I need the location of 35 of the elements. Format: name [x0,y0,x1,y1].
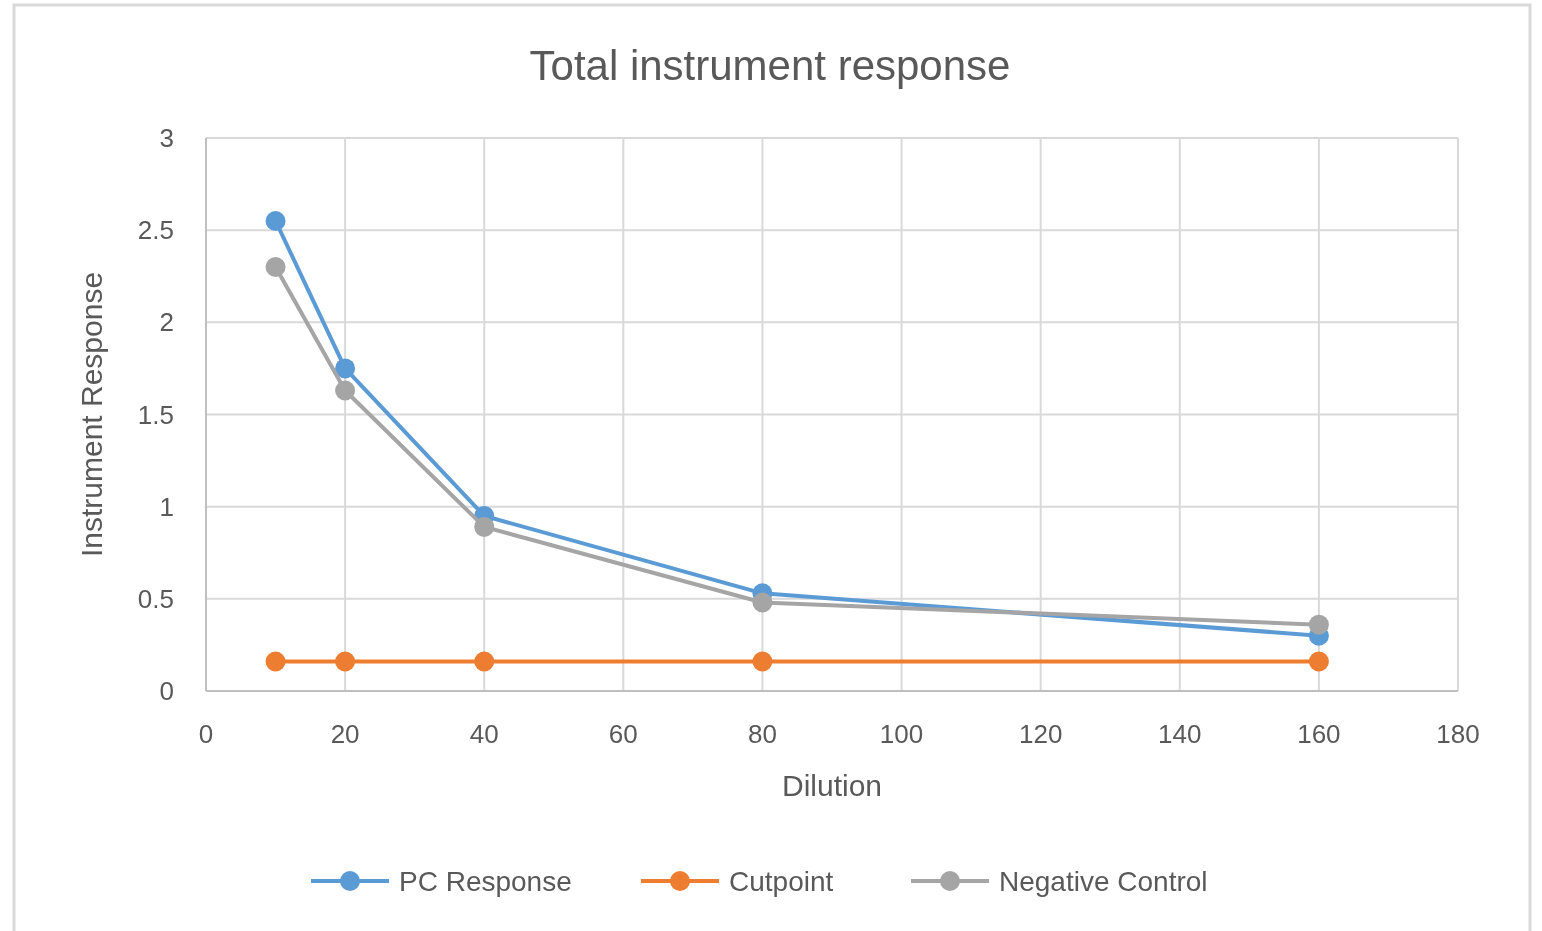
x-tick-label: 160 [1297,719,1341,749]
legend-label: Cutpoint [729,865,834,897]
x-tick-label: 0 [198,719,214,749]
y-tick-label: 0 [159,676,174,707]
x-tick-label: 180 [1436,719,1480,749]
y-tick-label: 3 [159,123,174,154]
x-tick-label: 60 [608,719,638,749]
x-tick-label: 20 [330,719,360,749]
point [474,516,495,537]
x-tick-label: 120 [1018,719,1063,749]
point [335,358,356,379]
point [1308,614,1329,635]
x-tick-label: 140 [1158,719,1202,749]
point [335,380,356,401]
point [265,210,286,231]
point [752,592,773,613]
legend-label: PC Response [399,865,572,897]
x-axis-title: Dilution [781,769,883,802]
x-tick-label: 80 [747,719,777,749]
point [1308,651,1329,672]
point [335,651,356,672]
y-tick-label: 2.5 [137,215,174,246]
point [474,651,495,672]
x-tick-label: 100 [879,719,924,749]
y-tick-label: 1 [159,491,174,522]
x-tick-label: 40 [469,719,499,749]
legend-label: Negative Control [999,865,1208,897]
point [265,651,286,672]
y-tick-label: 1.5 [137,399,174,430]
y-axis-title: Instrument Response [75,271,108,558]
chart-title: Total instrument response [529,42,1011,89]
point [752,651,773,672]
point [265,257,286,278]
y-tick-label: 0.5 [137,583,174,614]
y-tick-label: 2 [159,307,174,338]
